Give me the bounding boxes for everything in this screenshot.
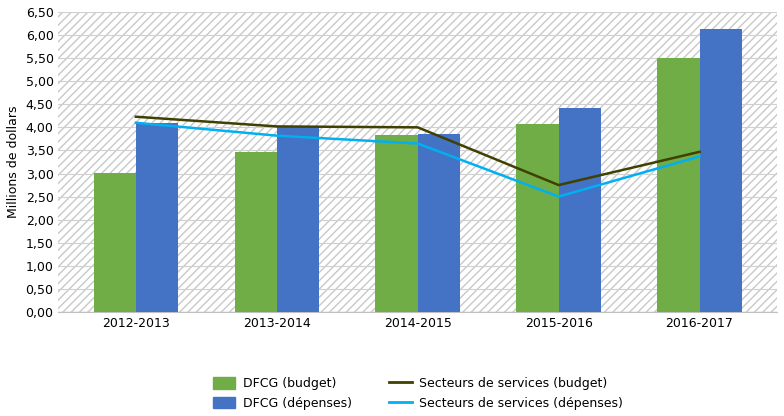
Y-axis label: Millions de dollars: Millions de dollars: [7, 106, 20, 218]
Bar: [699, 29, 742, 312]
Bar: [657, 58, 699, 312]
Bar: [93, 173, 136, 312]
Bar: [277, 127, 319, 312]
Bar: [234, 152, 277, 312]
Bar: [559, 108, 601, 312]
Bar: [376, 135, 418, 312]
Bar: [136, 123, 178, 312]
Bar: [418, 134, 460, 312]
Legend: DFCG (budget), DFCG (dépenses), Secteurs de services (budget), Secteurs de servi: DFCG (budget), DFCG (dépenses), Secteurs…: [208, 372, 628, 414]
Bar: [517, 124, 559, 312]
